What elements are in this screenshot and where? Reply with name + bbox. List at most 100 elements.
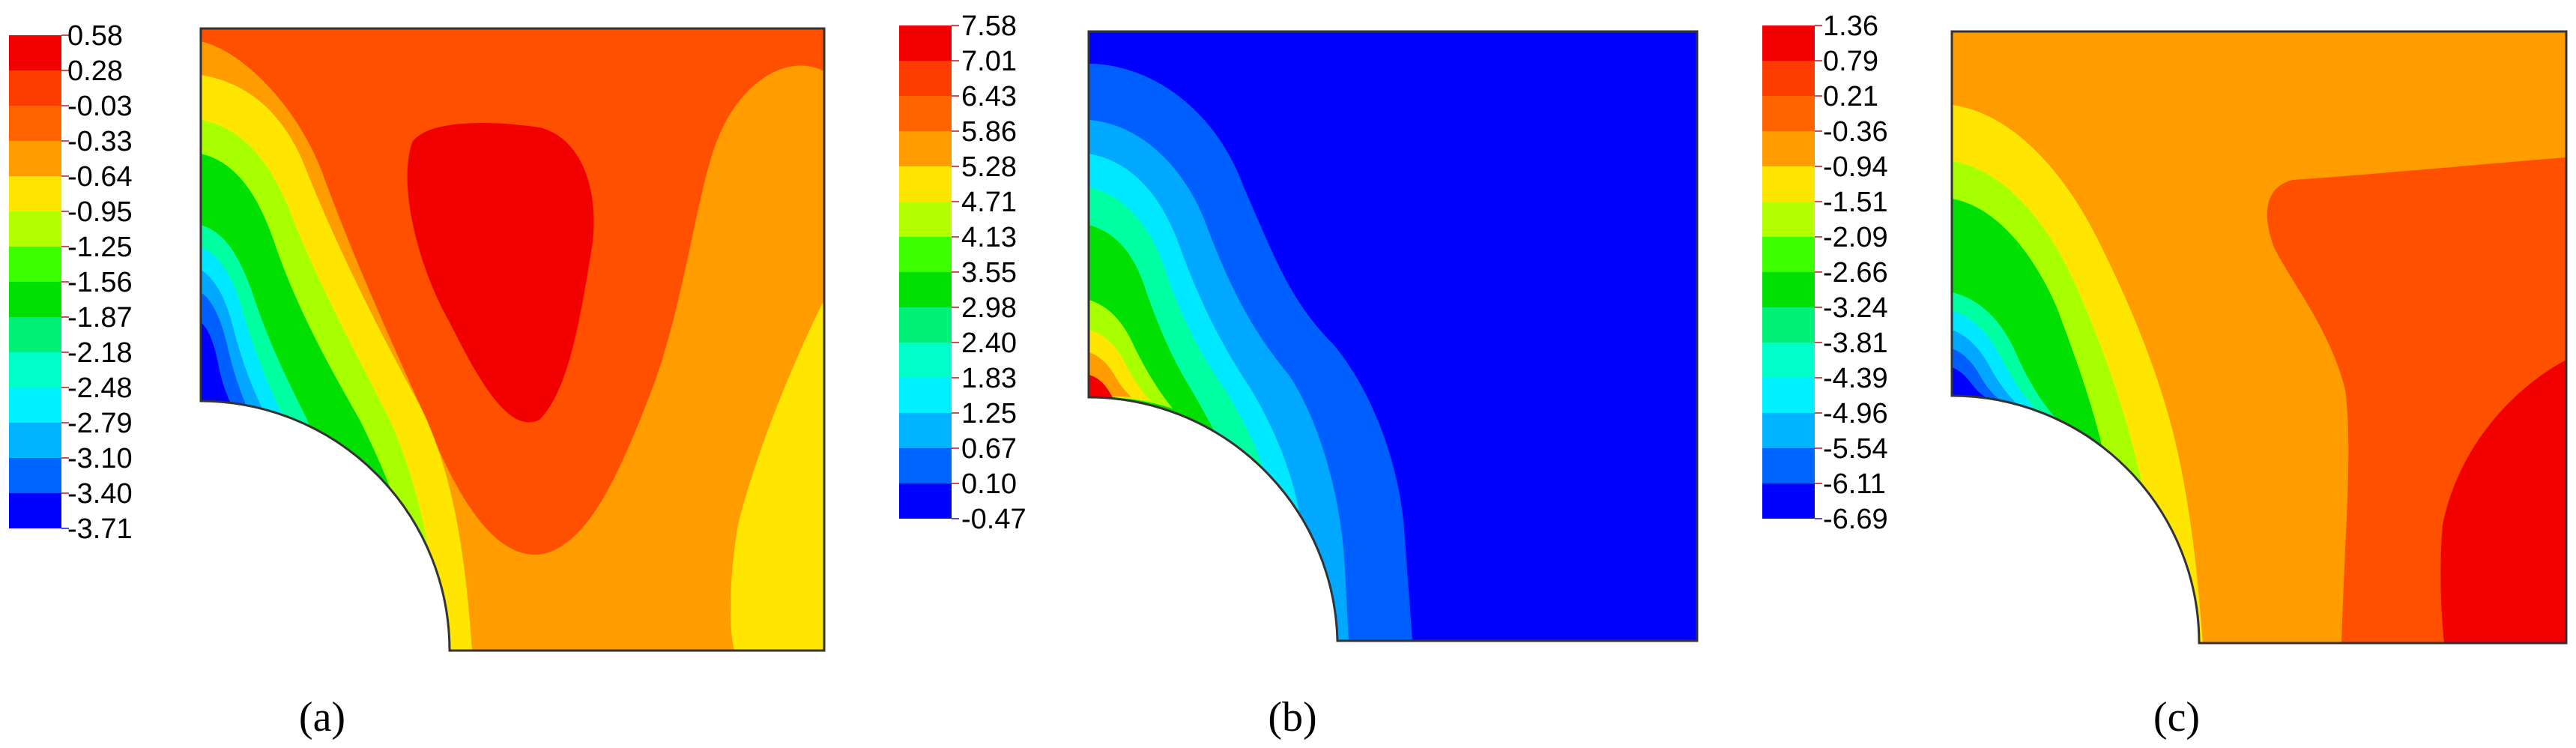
legend-c-swatch (1762, 131, 1815, 166)
legend-a-label-0: 0.58 (67, 20, 123, 52)
legend-c-label-11: -4.96 (1823, 398, 1888, 429)
legend-b-label-8: 2.98 (961, 292, 1017, 324)
legend-b-label-11: 1.25 (961, 398, 1017, 429)
legend-b-swatch (899, 237, 952, 272)
contour-plot-c (1952, 31, 2566, 643)
legend-b-label-13: 0.10 (961, 468, 1017, 500)
contour-plot-b (1089, 31, 1697, 641)
legend-b-label-3: 5.86 (961, 116, 1017, 148)
legend-c-swatch (1762, 166, 1815, 202)
legend-a-label-9: -2.18 (67, 337, 133, 369)
legend-b-swatch (899, 272, 952, 307)
legend-c: 1.36 0.79 0.21 -0.36 -0.94 -1.51 -2.09 -… (1762, 10, 1888, 535)
legend-a-swatch (9, 493, 61, 528)
legend-b-swatch (899, 96, 952, 131)
legend-a-swatch (9, 387, 61, 423)
legend-a-label-11: -2.79 (67, 408, 133, 439)
legend-c-swatch (1762, 272, 1815, 307)
legend-c-label-2: 0.21 (1823, 81, 1878, 112)
legend-b-swatch (899, 448, 952, 483)
legend-a-swatches (9, 34, 69, 529)
legend-a-label-14: -3.71 (67, 513, 133, 545)
legend-c-label-3: -0.36 (1823, 116, 1888, 148)
band-a-red-core (407, 123, 594, 423)
panel-c: 1.36 0.79 0.21 -0.36 -0.94 -1.51 -2.09 -… (1762, 10, 2568, 741)
legend-a-label-1: 0.28 (67, 55, 123, 87)
legend-b-swatch (899, 307, 952, 343)
legend-a-label-6: -1.25 (67, 232, 133, 263)
legend-b-labels: 7.58 7.01 6.43 5.86 5.28 4.71 4.13 3.55 … (961, 10, 1027, 535)
legend-a-swatch (9, 423, 61, 458)
legend-b-label-1: 7.01 (961, 46, 1017, 77)
legend-c-label-7: -2.66 (1823, 257, 1888, 289)
band-a-yellow-right (731, 300, 824, 651)
legend-a-label-10: -2.48 (67, 373, 133, 404)
band-b-green (1089, 225, 1233, 472)
legend-c-labels: 1.36 0.79 0.21 -0.36 -0.94 -1.51 -2.09 -… (1823, 10, 1888, 535)
legend-b-label-7: 3.55 (961, 257, 1017, 289)
legend-c-swatches (1762, 25, 1822, 519)
legend-c-label-1: 0.79 (1823, 46, 1878, 77)
legend-c-label-6: -2.09 (1823, 222, 1888, 253)
legend-b: 7.58 7.01 6.43 5.86 5.28 4.71 4.13 3.55 … (899, 10, 1027, 535)
legend-a-swatch (9, 282, 61, 317)
panel-b: 7.58 7.01 6.43 5.86 5.28 4.71 4.13 3.55 … (899, 10, 1699, 741)
legend-c-swatch (1762, 483, 1815, 519)
legend-b-swatch (899, 343, 952, 378)
legend-a-labels: 0.58 0.28 -0.03 -0.33 -0.64 -0.95 -1.25 … (67, 20, 133, 545)
legend-a: 0.58 0.28 -0.03 -0.33 -0.64 -0.95 -1.25 … (9, 20, 133, 545)
legend-a-label-3: -0.33 (67, 126, 133, 157)
legend-a-swatch (9, 458, 61, 493)
legend-c-swatch (1762, 343, 1815, 378)
legend-a-swatch (9, 352, 61, 387)
legend-b-label-6: 4.13 (961, 222, 1017, 253)
legend-c-label-9: -3.81 (1823, 328, 1888, 359)
legend-b-label-0: 7.58 (961, 10, 1017, 42)
legend-b-swatch (899, 378, 952, 413)
legend-c-swatch (1762, 307, 1815, 343)
legend-a-swatch (9, 317, 61, 352)
legend-a-swatch (9, 247, 61, 282)
legend-a-label-7: -1.56 (67, 267, 133, 298)
legend-b-swatch (899, 166, 952, 202)
legend-c-swatch (1762, 25, 1815, 61)
panel-a: 0.58 0.28 -0.03 -0.33 -0.64 -0.95 -1.25 … (9, 20, 826, 741)
outline-b (1087, 30, 1699, 642)
legend-c-label-12: -5.54 (1823, 433, 1888, 465)
legend-b-swatch (899, 131, 952, 166)
legend-b-label-9: 2.40 (961, 328, 1017, 359)
legend-a-swatch (9, 141, 61, 176)
legend-c-swatch (1762, 202, 1815, 237)
legend-b-swatches (899, 25, 959, 519)
legend-b-swatch (899, 413, 952, 448)
legend-a-label-8: -1.87 (67, 302, 133, 334)
legend-b-swatch (899, 61, 952, 96)
legend-b-label-4: 5.28 (961, 151, 1017, 183)
contour-plot-a (201, 28, 824, 651)
legend-b-label-10: 1.83 (961, 363, 1017, 394)
legend-a-swatch (9, 211, 61, 247)
legend-b-swatch (899, 483, 952, 519)
legend-a-label-13: -3.40 (67, 478, 133, 510)
legend-c-swatch (1762, 378, 1815, 413)
band-a-green (201, 154, 420, 615)
legend-c-swatch (1762, 61, 1815, 96)
outline-c (1950, 30, 2568, 645)
legend-a-label-4: -0.64 (67, 161, 133, 193)
legend-c-label-4: -0.94 (1823, 151, 1888, 183)
legend-c-label-5: -1.51 (1823, 187, 1888, 218)
band-b-red (1089, 375, 1113, 397)
legend-c-label-14: -6.69 (1823, 504, 1888, 535)
band-a-blue (201, 322, 231, 403)
legend-a-label-2: -0.03 (67, 91, 133, 122)
legend-a-swatch (9, 106, 61, 141)
legend-b-label-12: 0.67 (961, 433, 1017, 465)
caption-b: (b) (1268, 694, 1316, 741)
legend-c-swatch (1762, 96, 1815, 131)
caption-a: (a) (299, 694, 345, 741)
band-c-red (2440, 360, 2566, 643)
legend-c-swatch (1762, 413, 1815, 448)
legend-a-swatch (9, 70, 61, 106)
legend-b-label-14: -0.47 (961, 504, 1027, 535)
